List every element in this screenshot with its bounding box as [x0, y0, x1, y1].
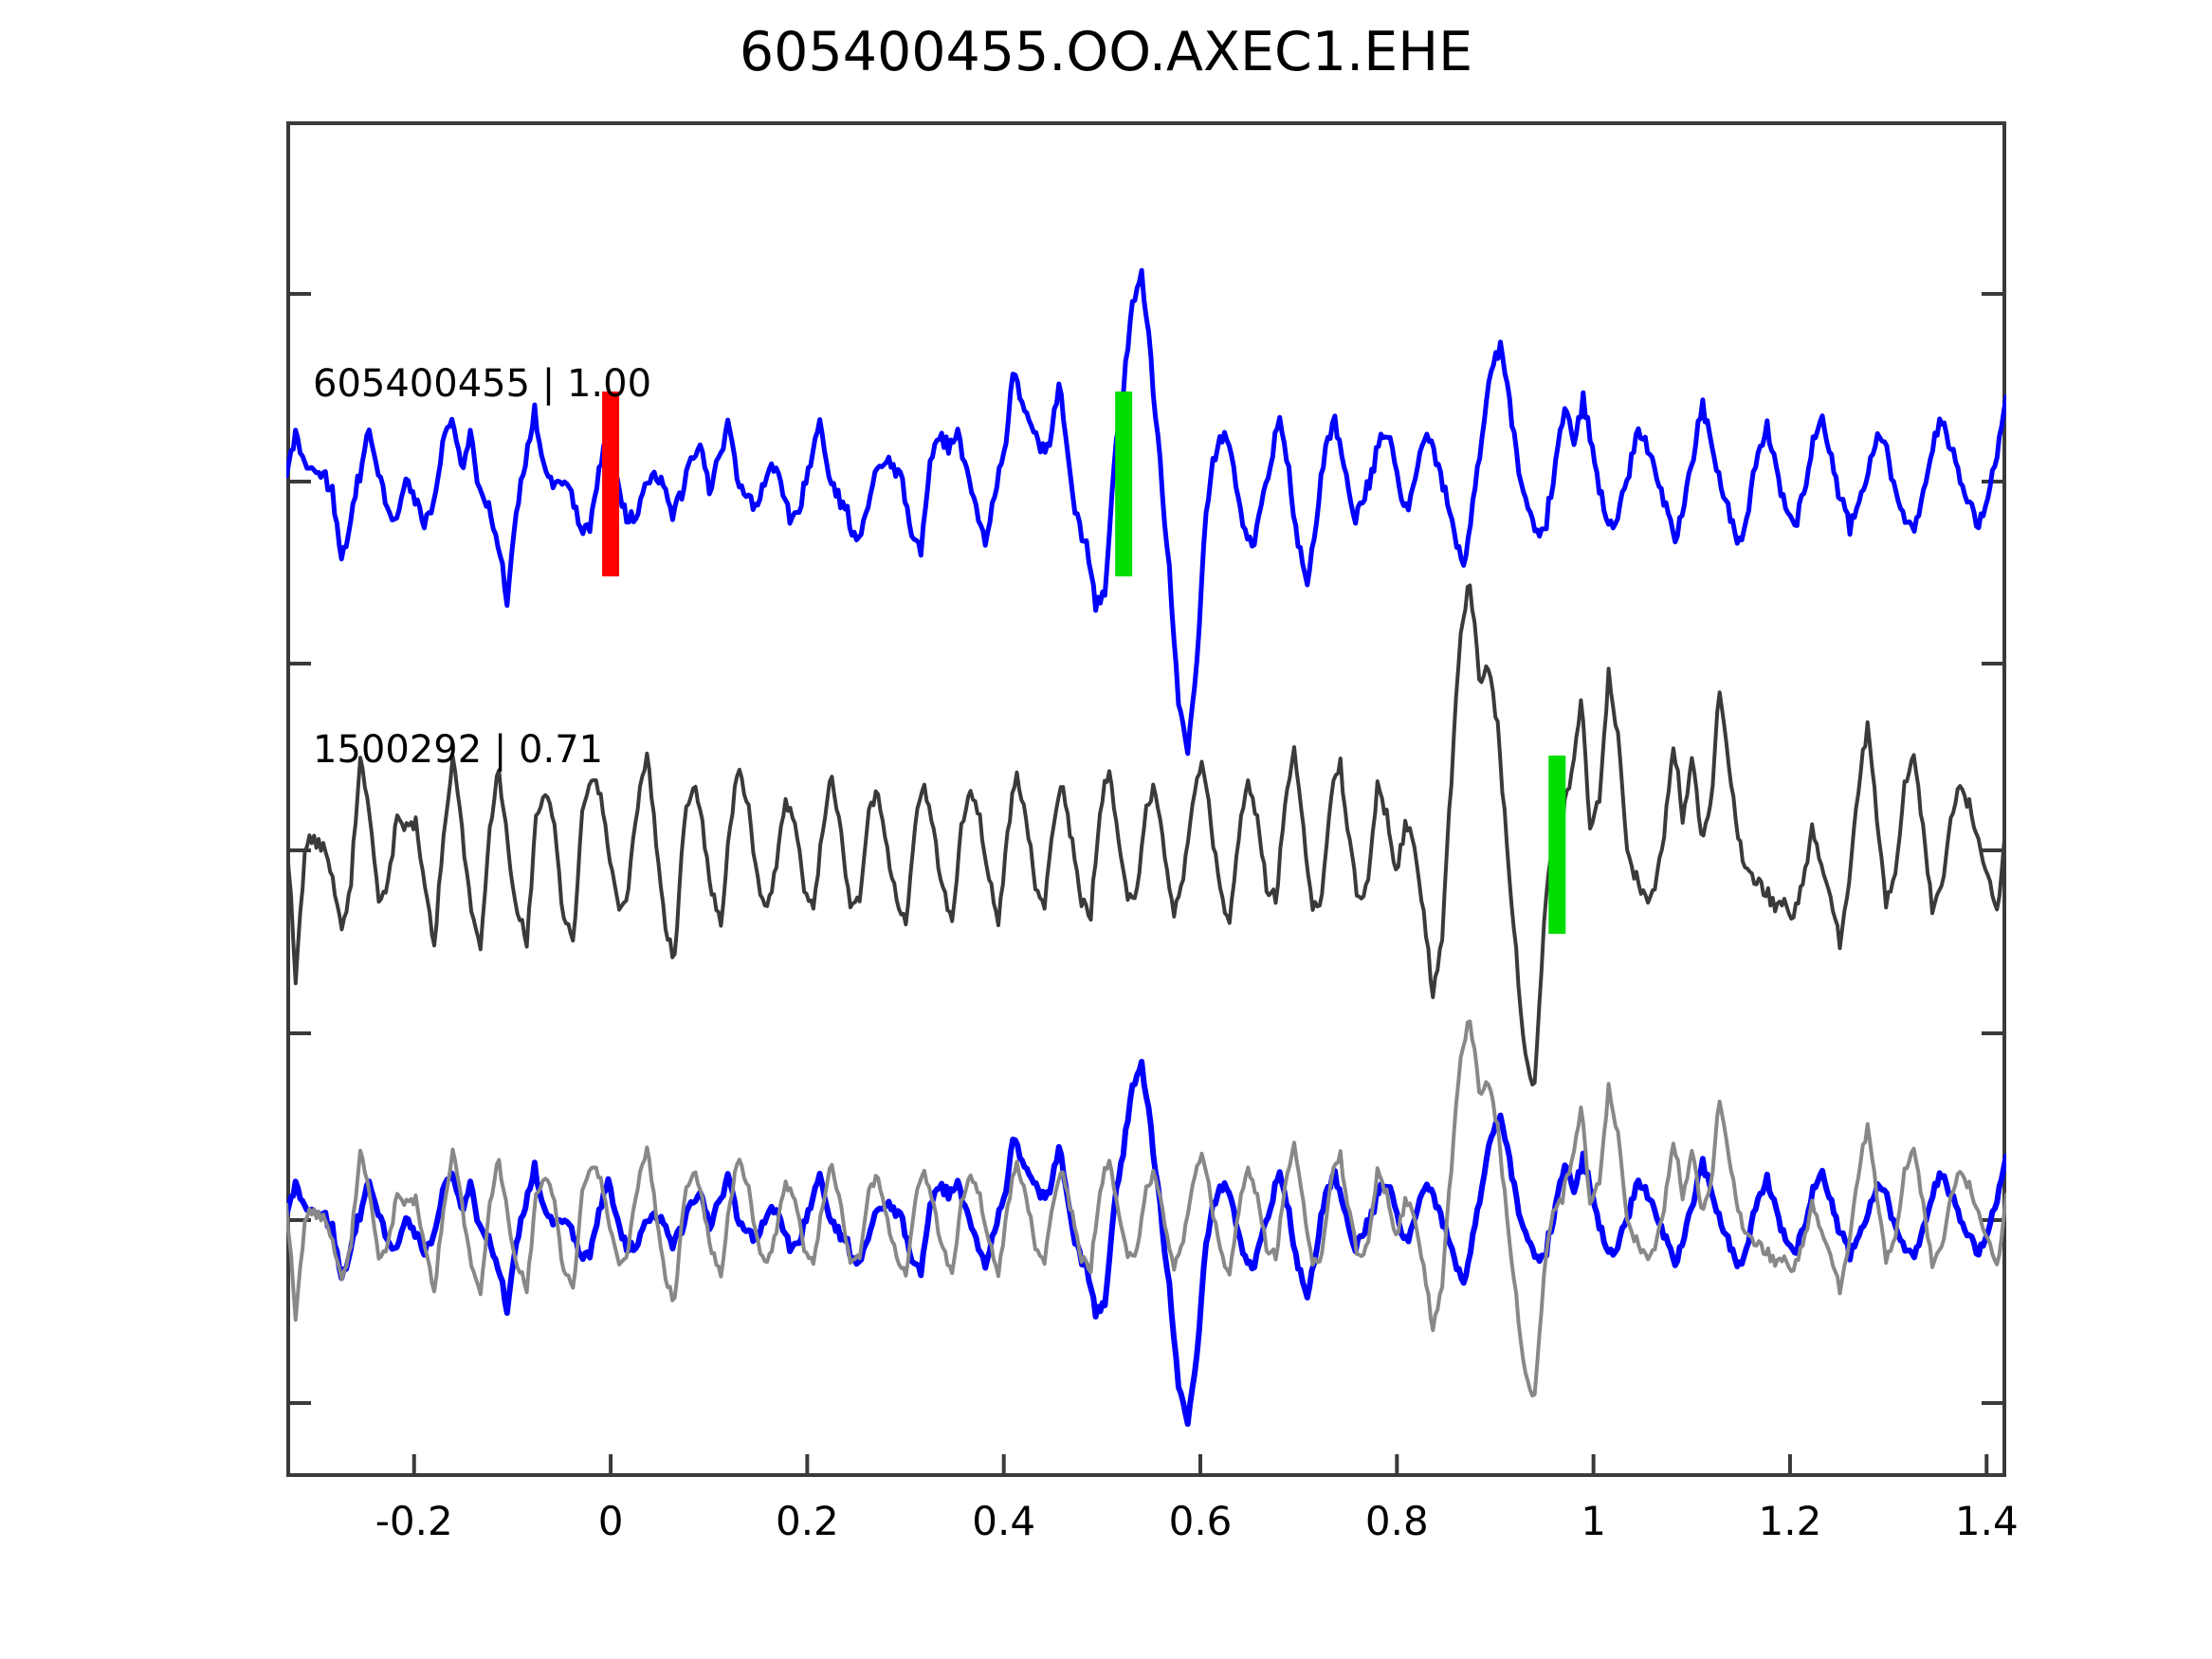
- x-tick-label: 0.2: [775, 1498, 839, 1544]
- waveform-traces: [286, 267, 2006, 1428]
- waveform-trace-1500292: [286, 583, 2006, 1087]
- pick-green-trace1: [1115, 392, 1133, 576]
- x-tick-label: 0.4: [972, 1498, 1036, 1544]
- plot-area: [286, 121, 2006, 1477]
- x-tick-label: 1.2: [1758, 1498, 1822, 1544]
- plot-frame: [286, 121, 2006, 1477]
- page-title: 605400455.OO.AXEC1.EHE: [739, 21, 1473, 83]
- pick-red-trace1: [602, 392, 620, 576]
- pick-green-trace2: [1548, 756, 1566, 934]
- waveform-trace-605400455: [286, 267, 2006, 757]
- waveform-trace-605400455-overlay: [286, 1058, 2006, 1428]
- x-tick-label: -0.2: [375, 1498, 453, 1544]
- waveform-plot-svg: [286, 121, 2006, 1477]
- pick-markers: [602, 392, 1566, 934]
- x-tick-label: 0.8: [1364, 1498, 1429, 1544]
- trace-label-1500292: 1500292 | 0.71: [313, 728, 604, 772]
- x-tick-label: 0.6: [1168, 1498, 1233, 1544]
- x-tick-label: 0: [597, 1498, 624, 1544]
- waveform-trace-1500292-overlay: [286, 1019, 2006, 1398]
- x-tick-label: 1: [1581, 1498, 1606, 1544]
- x-tick-label: 1.4: [1954, 1498, 2019, 1544]
- trace-label-605400455: 605400455 | 1.00: [313, 362, 652, 406]
- x-axis-ticks: [411, 1454, 1989, 1475]
